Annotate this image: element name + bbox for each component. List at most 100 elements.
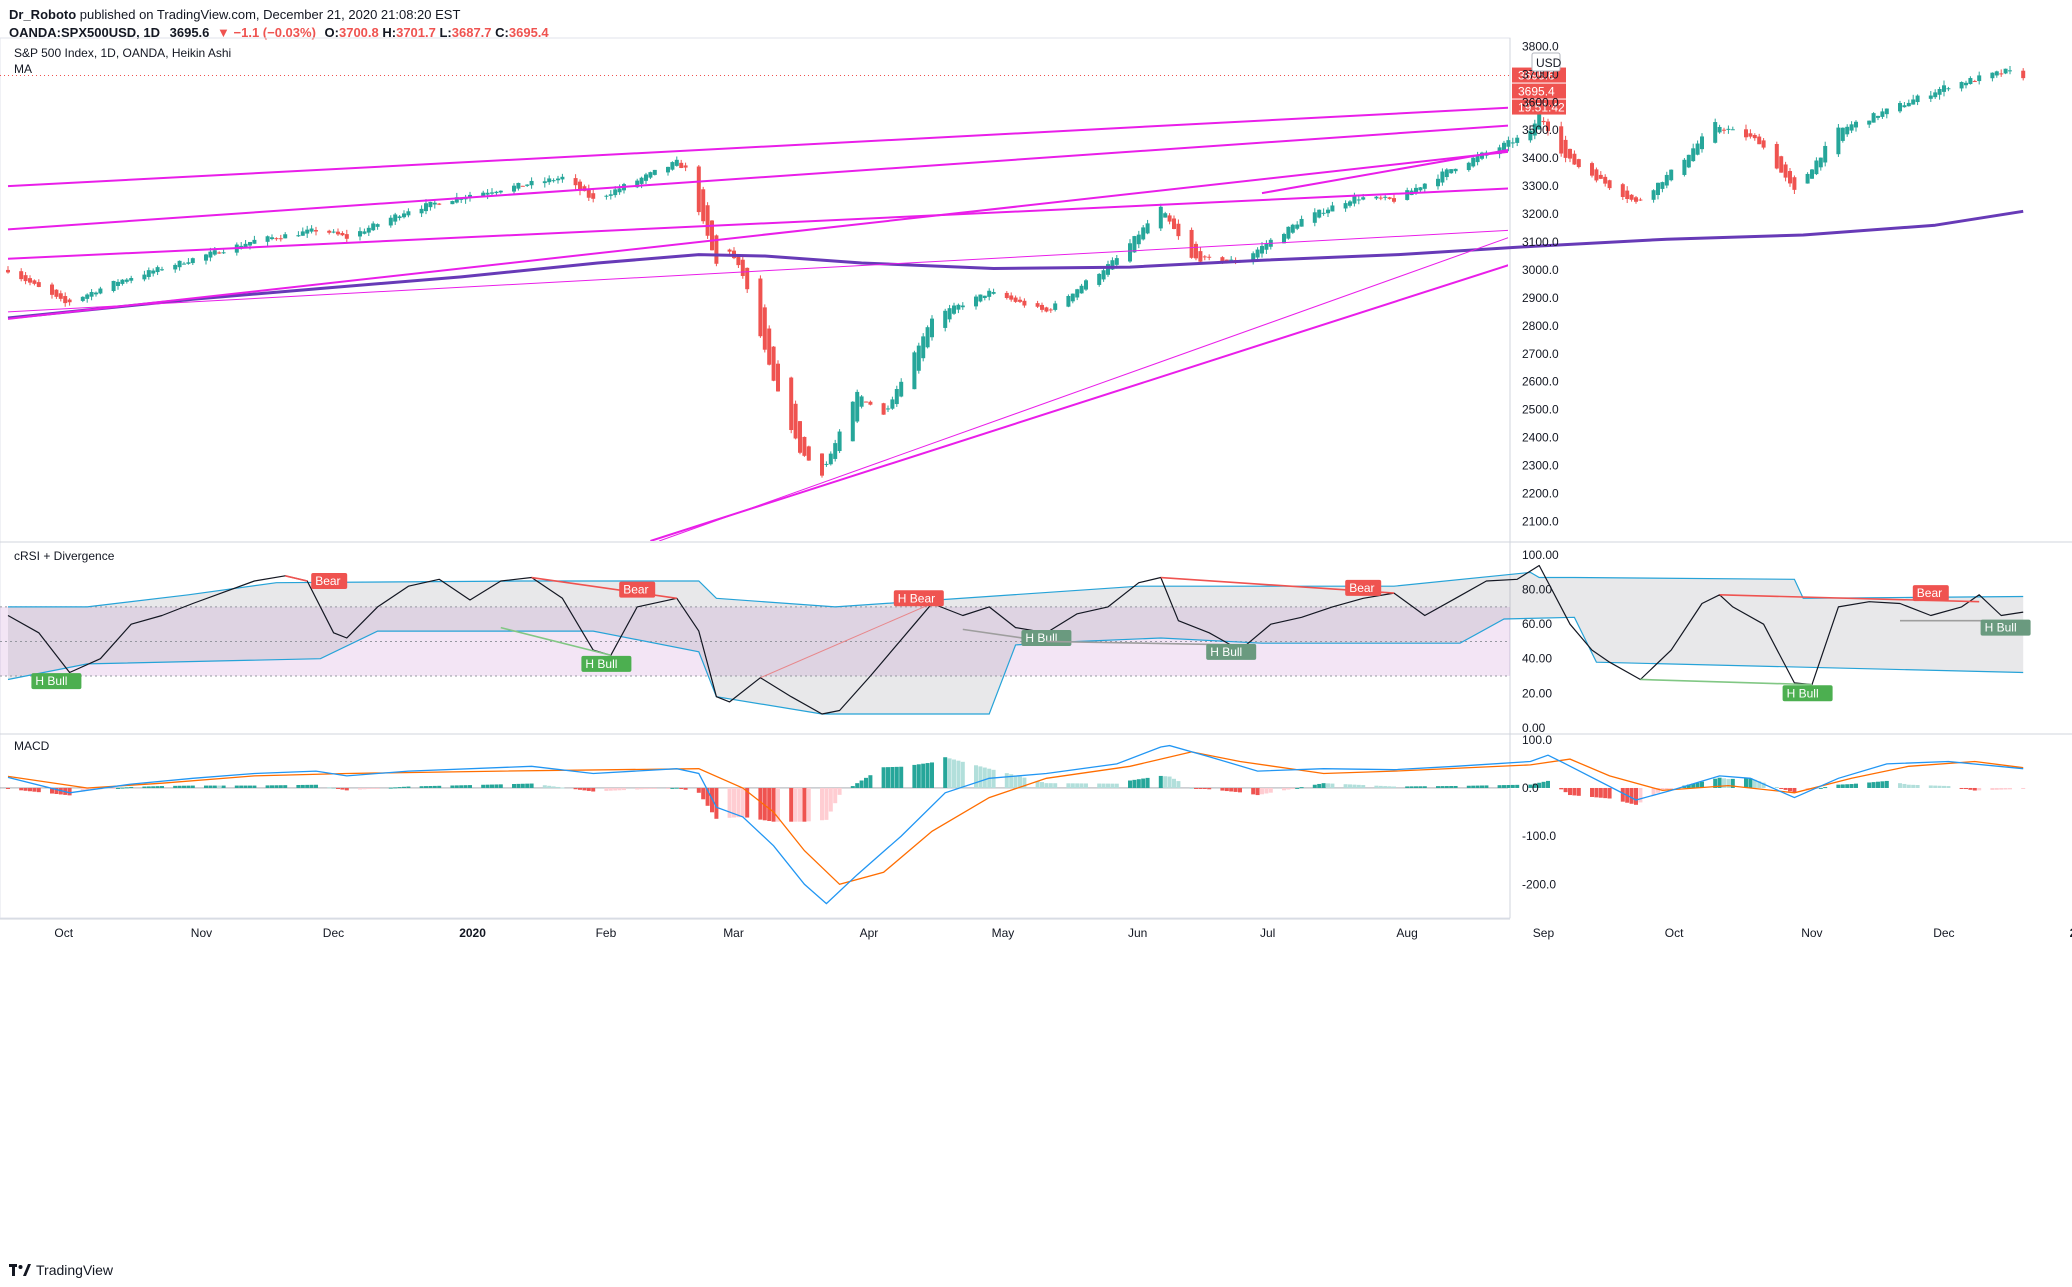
candle-body	[402, 213, 406, 218]
macd-histogram-bar	[767, 787, 772, 821]
macd-histogram-bar	[1176, 781, 1181, 788]
candle-body	[740, 259, 745, 276]
macd-histogram-bar	[886, 767, 890, 788]
macd-histogram-bar	[1484, 785, 1489, 788]
macd-histogram-bar	[1018, 776, 1022, 788]
candle-body	[1352, 195, 1357, 204]
candle-body	[1783, 164, 1788, 178]
crsi-band-fill	[8, 572, 2024, 714]
candle-body	[947, 308, 952, 320]
macd-histogram-bar	[252, 785, 257, 788]
macd-histogram-bar	[1075, 783, 1080, 788]
candle-body	[327, 230, 332, 233]
macd-histogram-bar	[1669, 787, 1674, 789]
candle-body	[1515, 137, 1520, 143]
pane-titles: S&P 500 Index, 1D, OANDA, Heikin Ashi MA c…	[14, 46, 1562, 753]
y-tick-label: 2500.0	[1522, 403, 1559, 417]
candle-body	[1163, 213, 1168, 218]
y-tick-label: 0.0	[1522, 781, 1539, 795]
macd-histogram-bar	[406, 786, 411, 788]
candle-body	[1405, 190, 1410, 200]
x-tick-label: Nov	[191, 926, 212, 940]
macd-histogram-bar	[1048, 783, 1053, 788]
candle-body	[696, 166, 701, 213]
macd-histogram-bar	[366, 787, 371, 790]
trendline	[7, 106, 1508, 188]
macd-histogram-bar	[666, 787, 670, 789]
candle-body	[1172, 218, 1176, 230]
macd-histogram-bar	[1695, 782, 1700, 788]
candle-body	[1726, 128, 1731, 130]
macd-histogram-bar	[727, 787, 732, 818]
macd-histogram-bar	[740, 787, 745, 817]
candle-body	[80, 296, 85, 301]
macd-histogram-bar	[1141, 778, 1146, 788]
macd-histogram-bar	[1414, 786, 1418, 788]
macd-histogram-bar	[1480, 785, 1484, 788]
main-pane-title: S&P 500 Index, 1D, OANDA, Heikin Ashi	[14, 46, 231, 60]
macd-histogram-bar	[481, 784, 486, 788]
symbol-name[interactable]: OANDA:SPX500USD, 1D	[9, 25, 160, 40]
candle-body	[1748, 133, 1753, 137]
candle-body	[129, 278, 134, 281]
close-label: C:	[495, 25, 509, 40]
macd-histogram-bar	[300, 784, 305, 788]
candle-body	[208, 251, 213, 258]
candle-body	[94, 292, 98, 295]
candle-body	[1713, 122, 1718, 143]
candle-body	[1532, 123, 1537, 136]
macd-histogram-bar	[582, 787, 587, 791]
macd-histogram-bar	[1070, 783, 1075, 788]
candle-body	[1374, 196, 1379, 199]
candle-body	[1312, 212, 1317, 223]
y-tick-label: 3500.0	[1522, 123, 1559, 137]
candle-body	[1810, 169, 1814, 179]
author-name[interactable]: Dr_Roboto	[9, 7, 77, 22]
macd-histogram-bar	[512, 784, 516, 788]
candle-body	[666, 166, 670, 173]
macd-histogram-bar	[1964, 787, 1968, 790]
macd-histogram-bar	[771, 787, 776, 822]
macd-histogram-bar	[23, 787, 28, 791]
macd-histogram-bar	[344, 787, 349, 791]
candle-body	[1004, 292, 1009, 299]
ma-study-label: MA	[14, 62, 32, 76]
y-tick-label: 0.00	[1522, 721, 1546, 735]
candle-body	[50, 284, 54, 295]
candle-body	[978, 294, 983, 302]
candle-body	[2003, 68, 2008, 74]
macd-histogram-bar	[1295, 787, 1300, 789]
macd-histogram-bar	[916, 764, 921, 788]
candle-body	[868, 401, 873, 405]
candle-body	[2021, 70, 2026, 79]
macd-histogram-bar	[1475, 785, 1480, 788]
candle-body	[1959, 82, 1964, 89]
macd-histogram-bar	[644, 787, 648, 790]
macd-histogram-bar	[459, 785, 464, 788]
candle-body	[1035, 303, 1040, 307]
candle-body	[1198, 251, 1203, 262]
macd-histogram-bar	[1898, 783, 1902, 788]
candle-body	[1854, 121, 1858, 128]
macd-histogram-bar	[1040, 782, 1044, 788]
macd-histogram-bar	[1999, 787, 2004, 790]
macd-histogram-bar	[424, 786, 428, 788]
candle-body	[309, 228, 314, 232]
macd-histogram-bar	[371, 787, 376, 789]
price-tag-label: 19:51:42	[1518, 101, 1565, 115]
tradingview-brand[interactable]: TradingView	[36, 1262, 114, 1278]
macd-histogram-bar	[1207, 787, 1212, 790]
candle-body	[1510, 142, 1515, 144]
macd-histogram-bar	[960, 761, 965, 788]
candle-body	[1158, 206, 1163, 229]
candle-body	[1299, 218, 1304, 227]
candle-body	[899, 381, 904, 397]
candle-body	[1290, 224, 1295, 233]
y-tick-label: 2300.0	[1522, 459, 1559, 473]
macd-histogram-bar	[6, 787, 10, 789]
candle-body	[683, 165, 688, 168]
macd-histogram-bar	[758, 787, 763, 820]
macd-histogram-bar	[1660, 787, 1665, 791]
macd-histogram-bar	[635, 787, 640, 790]
